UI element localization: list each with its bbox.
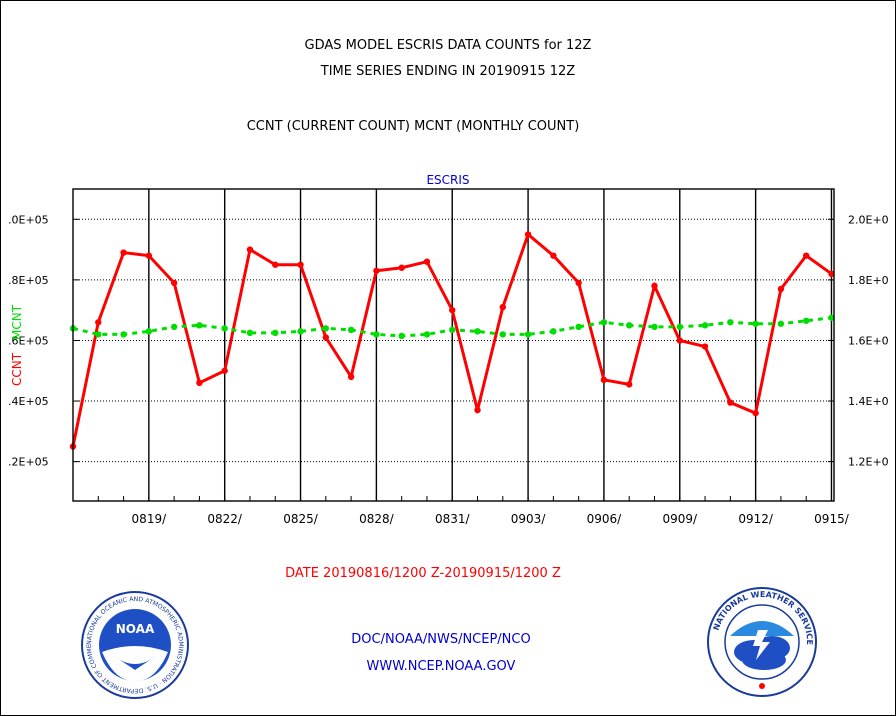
data-point-mcnt	[221, 325, 228, 332]
data-point-mcnt	[196, 322, 203, 329]
data-point-mcnt	[170, 323, 178, 331]
data-point-ccnt	[701, 343, 709, 350]
noaa-logo: NATIONAL OCEANIC AND ATMOSPHERIC ADMINIS…	[80, 590, 189, 699]
data-point-mcnt	[651, 323, 658, 331]
data-point-mcnt	[752, 320, 759, 327]
x-tick-label: 0831/	[435, 512, 471, 526]
data-point-mcnt	[600, 319, 608, 326]
x-tick-label: 0828/	[359, 512, 395, 526]
data-point-ccnt	[246, 246, 254, 253]
data-point-ccnt	[297, 261, 304, 268]
y-tick-label-left: .2E+05	[8, 456, 49, 469]
data-point-mcnt	[676, 323, 683, 331]
data-point-mcnt	[322, 325, 330, 332]
data-point-mcnt	[777, 320, 785, 327]
noaa-wordmark: NOAA	[116, 622, 155, 636]
data-point-ccnt	[449, 306, 456, 314]
data-point-mcnt	[828, 314, 835, 321]
data-point-mcnt	[449, 326, 456, 334]
data-point-mcnt	[550, 328, 557, 335]
data-point-ccnt	[802, 252, 810, 259]
data-point-ccnt	[524, 231, 532, 238]
data-point-ccnt	[120, 249, 127, 256]
x-tick-label: 0909/	[662, 512, 698, 526]
data-point-ccnt	[727, 399, 734, 406]
data-point-mcnt	[145, 328, 153, 335]
plot-border	[72, 188, 835, 502]
data-point-mcnt	[423, 331, 431, 338]
data-point-ccnt	[95, 319, 102, 326]
nws-logo: NATIONAL WEATHER SERVICE	[707, 587, 817, 697]
y-tick-label-left: .8E+05	[8, 274, 49, 287]
data-point-ccnt	[272, 261, 279, 268]
data-point-ccnt	[221, 367, 228, 374]
data-point-ccnt	[550, 252, 557, 259]
x-tick-label: 0915/	[814, 512, 850, 526]
data-point-ccnt	[575, 279, 582, 287]
data-point-mcnt	[626, 322, 633, 329]
data-point-mcnt	[499, 331, 507, 338]
chart-subtitle: CCNT (CURRENT COUNT) MCNT (MONTHLY COUNT…	[246, 119, 580, 134]
data-point-ccnt	[600, 376, 608, 384]
panel-title: ESCRIS	[426, 173, 469, 187]
data-point-mcnt	[120, 331, 127, 338]
series-layer	[69, 231, 835, 450]
grid	[73, 189, 834, 501]
data-point-ccnt	[322, 334, 330, 341]
y-tick-label-right: 1.6E+0	[848, 334, 889, 347]
data-point-mcnt	[802, 317, 810, 324]
y-tick-label-left: .0E+05	[8, 213, 49, 226]
x-tick-label: 0825/	[283, 512, 319, 526]
x-tick-label: 0819/	[132, 512, 168, 526]
data-point-mcnt	[297, 328, 304, 335]
y-tick-label-right: 1.4E+0	[848, 395, 889, 408]
chart-title-line-2: TIME SERIES ENDING IN 20190915 12Z	[320, 64, 576, 79]
data-point-ccnt	[170, 279, 178, 287]
data-point-ccnt	[752, 409, 759, 417]
y-axis-label-ccnt: CCNT	[10, 352, 24, 386]
y-axis-label-mcnt: MCNT	[10, 304, 24, 340]
x-tick-label: 0822/	[207, 512, 243, 526]
axes: .2E+05 1.2E+0 .4E+05 1.4E+0 .6E+05 1.6E+0 .8E+…	[8, 188, 889, 526]
data-point-ccnt	[196, 379, 203, 387]
data-point-mcnt	[398, 332, 405, 340]
data-point-ccnt	[347, 373, 355, 381]
data-point-mcnt	[246, 329, 254, 337]
data-point-mcnt	[474, 328, 481, 335]
data-point-ccnt	[398, 264, 405, 271]
x-tick-label: 0903/	[511, 512, 547, 526]
data-point-ccnt	[499, 303, 507, 311]
y-tick-label-right: 2.0E+0	[848, 213, 889, 226]
ncep-url[interactable]: WWW.NCEP.NOAA.GOV	[366, 659, 516, 674]
data-point-ccnt	[626, 381, 633, 388]
data-point-mcnt	[727, 319, 734, 326]
y-tick-label-left: .4E+05	[8, 395, 49, 408]
y-tick-label-right: 1.8E+0	[848, 274, 889, 287]
credit-text: DOC/NOAA/NWS/NCEP/NCO	[351, 632, 531, 647]
data-point-mcnt	[701, 322, 709, 329]
data-point-ccnt	[777, 285, 785, 293]
data-point-mcnt	[347, 326, 355, 334]
data-point-ccnt	[373, 267, 380, 274]
data-point-mcnt	[95, 331, 102, 338]
date-range: DATE 20190816/1200 Z-20190915/1200 Z	[285, 566, 561, 581]
data-point-mcnt	[272, 329, 279, 337]
data-point-ccnt	[828, 270, 835, 278]
chart-title-line-1: GDAS MODEL ESCRIS DATA COUNTS for 12Z	[304, 38, 592, 53]
data-point-ccnt	[676, 337, 683, 344]
data-point-ccnt	[474, 406, 481, 414]
x-tick-label: 0906/	[587, 512, 623, 526]
x-tick-label: 0912/	[738, 512, 774, 526]
data-point-mcnt	[575, 323, 582, 331]
data-point-ccnt	[423, 258, 431, 265]
data-point-mcnt	[373, 331, 380, 338]
data-point-ccnt	[651, 282, 658, 290]
y-tick-label-left: .6E+05	[8, 334, 49, 347]
y-tick-label-right: 1.2E+0	[848, 456, 889, 469]
data-point-ccnt	[145, 252, 153, 259]
data-point-mcnt	[524, 331, 532, 338]
